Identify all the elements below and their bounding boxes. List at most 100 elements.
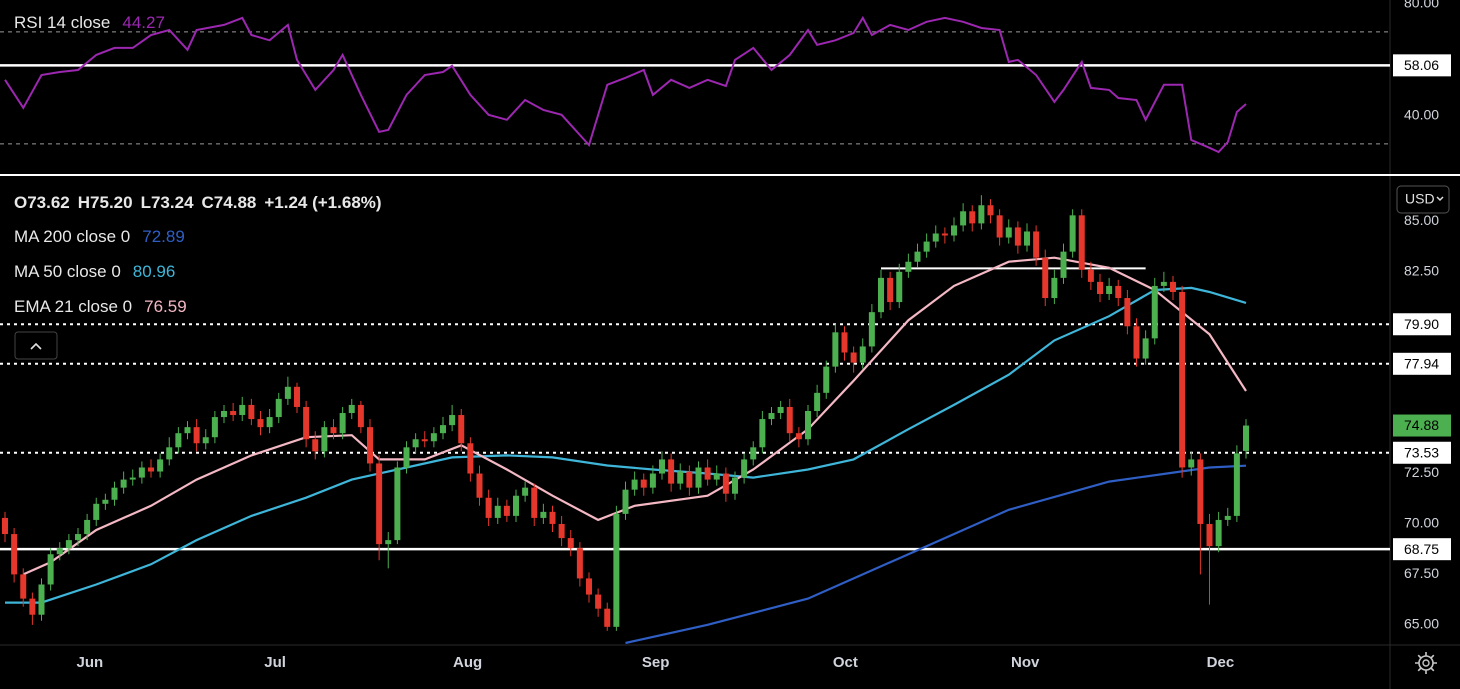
candle-body [932,233,939,242]
candle-body [522,487,529,496]
settings-button[interactable] [1415,652,1437,674]
candle-body [878,277,884,313]
candle-body [1160,281,1167,286]
candle-body [978,205,985,224]
candle-body [1197,459,1204,524]
candle-body [430,433,437,442]
candle-body [1206,523,1213,547]
candle-body [376,463,383,545]
candle-body [367,427,373,464]
candle-body [1106,285,1113,294]
collapse-box[interactable] [14,331,58,360]
indicator-line [625,464,1247,645]
candle-body [1188,459,1195,468]
gear-hub[interactable] [1422,659,1430,667]
candle-body [1014,227,1021,246]
candle-body [65,540,72,549]
candle-body [1224,515,1231,520]
x-tick-label: Jul [264,654,286,671]
candle-body [56,548,63,555]
y-tick-label: 72.50 [1404,464,1439,480]
indicator-name: EMA 21 close 0 [14,297,132,316]
rsi-tick-label: 40.00 [1404,107,1439,123]
ohlc-item: H75.20 [78,193,133,212]
candle-body [166,447,173,460]
candle-body [832,332,839,367]
currency-button[interactable]: USD [1396,185,1450,214]
rsi-pane [0,15,1390,154]
candle-body [1042,257,1049,299]
candle-body [549,511,556,524]
candle-body [850,352,857,363]
candle-body [631,479,638,490]
candle-body [467,443,474,474]
x-tick-label: Dec [1207,654,1235,671]
candle-body [1024,231,1030,246]
candle-body [494,505,501,518]
gear-teeth[interactable] [1415,652,1437,674]
candle-body [750,447,757,460]
candle-body [157,459,164,472]
candle-body [230,411,237,416]
level-label: 68.75 [1404,541,1439,557]
x-tick-label: Aug [453,654,482,671]
y-tick-label: 82.50 [1404,263,1439,279]
candle-body [677,471,684,484]
candle-body [357,404,364,428]
axes: 58.06 80.00 40.00 85.00 82.50 72.50 70.00 67.50… [77,0,1451,671]
candle-body [896,271,903,303]
candle-body [449,415,456,426]
level-label: 73.53 [1404,444,1439,460]
candle-body [649,473,656,488]
candle-body [485,497,492,518]
candle-body [385,540,392,545]
y-tick-label: 65.00 [1404,616,1439,632]
candle-body [613,513,620,627]
candle-body [704,467,711,480]
candle-body [1115,285,1122,299]
candle-body [348,404,355,414]
candle-body [759,419,766,448]
candle-body [1170,281,1176,292]
indicator-line [22,256,1247,576]
candle-body [193,427,200,444]
level-box [1393,441,1451,464]
indicator-name: MA 50 close 0 [14,262,121,281]
candle-body [20,574,27,599]
candle-body [339,413,346,434]
currency-box[interactable] [1396,185,1450,214]
candle-body [859,346,866,363]
rsi-tick-label: 80.00 [1404,0,1439,11]
x-tick-label: Sep [642,654,670,671]
candle-body [458,415,465,444]
rsi-name: RSI 14 close [14,13,110,32]
candle-body [1033,231,1040,258]
candle-body [768,413,775,420]
level-label: 79.90 [1404,316,1439,332]
candle-body [1142,338,1149,359]
candle-body [732,477,738,494]
candle-body [923,241,930,252]
candle-body [120,479,127,488]
candle-body [294,386,300,407]
rsi-value: 44.27 [122,13,165,32]
collapse-chevron[interactable] [30,342,42,350]
candle-body [996,215,1003,238]
x-tick-label: Oct [833,654,858,671]
candle-body [531,487,538,518]
candle-body [503,505,510,516]
dropdown-chevron[interactable] [1436,196,1444,202]
candle-body [440,425,446,434]
rsi-level-box [1393,54,1451,77]
candle-body [211,417,218,438]
candle-body [941,233,948,236]
currency-label[interactable]: USD [1405,191,1435,207]
candle-body [604,608,611,627]
candle-body [777,406,784,414]
candle-body [595,594,602,609]
candle-body [786,406,793,434]
collapse-button[interactable] [14,331,58,360]
last-price-label: 74.88 [1404,417,1439,433]
candle-body [969,211,976,224]
